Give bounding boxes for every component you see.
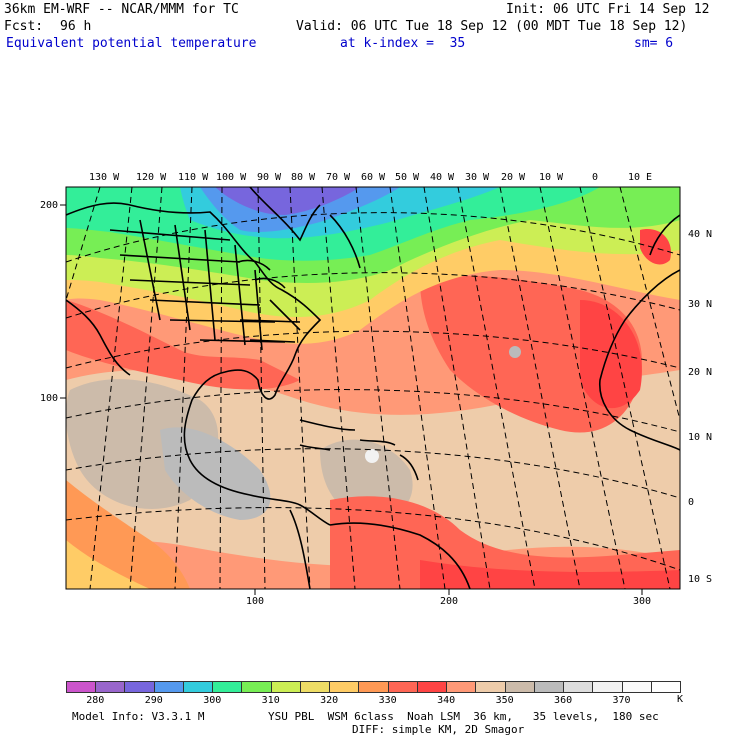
colorbar-swatch (416, 681, 448, 693)
colorbar-unit: K (677, 694, 684, 705)
lat-label: 20 N (688, 367, 713, 378)
lon-label: 110 W (178, 172, 209, 183)
physics-info: YSU PBL WSM 6class Noah LSM 36 km, 35 le… (268, 710, 659, 723)
colorbar-tick-label: 300 (203, 695, 222, 706)
map-frame (65, 186, 681, 590)
colorbar-tick-label: 350 (495, 695, 514, 706)
lon-label: 50 W (395, 172, 420, 183)
lon-label: 120 W (136, 172, 167, 183)
lon-label: 100 W (216, 172, 247, 183)
lon-label: 40 W (430, 172, 455, 183)
forecast-label: Fcst: (4, 19, 44, 34)
grid-y-label: 200 (40, 200, 59, 211)
colorbar-swatch (212, 681, 243, 693)
grid-y-label: 100 (40, 393, 59, 404)
colorbar-tick-label: 280 (86, 695, 105, 706)
lon-label: 60 W (361, 172, 386, 183)
colorbar-swatch (475, 681, 506, 693)
model-info: Model Info: V3.3.1 M (72, 710, 205, 723)
colorbar-swatch (621, 681, 652, 693)
lon-label: 90 W (257, 172, 282, 183)
lon-label: 20 W (501, 172, 526, 183)
lon-label: 70 W (326, 172, 351, 183)
colorbar-tick-label: 330 (378, 695, 397, 706)
graticule (66, 187, 680, 589)
colorbar-swatch (387, 681, 418, 693)
lat-label: 0 (688, 497, 695, 508)
lon-label: 10 W (539, 172, 564, 183)
colorbar-swatch (95, 681, 126, 693)
forecast-hour: 96 h (60, 19, 92, 34)
lon-label: 0 (592, 172, 599, 183)
grid-x-label: 100 (246, 596, 265, 607)
colorbar-swatch (182, 681, 214, 693)
lon-label: 10 E (628, 172, 653, 183)
field-name: Equivalent potential temperature (6, 36, 257, 51)
lon-label: 130 W (89, 172, 120, 183)
lat-label: 10 N (688, 432, 713, 443)
colorbar-swatch (299, 681, 331, 693)
level-info: at k-index = 35 (340, 36, 466, 51)
colorbar-tick-label: 320 (320, 695, 339, 706)
colorbar-swatch (66, 681, 97, 693)
diffusion-info: DIFF: simple KM, 2D Smagor (352, 723, 525, 736)
colorbar-swatch (650, 681, 681, 693)
lat-label: 40 N (688, 229, 713, 240)
colorbar-swatch (241, 681, 272, 693)
colorbar-swatch (358, 681, 389, 693)
colorbar-swatch (592, 681, 623, 693)
grid-x-label: 200 (440, 596, 459, 607)
lat-label: 30 N (688, 299, 713, 310)
colorbar-tick-label: 290 (144, 695, 163, 706)
colorbar-tick-label: 310 (261, 695, 280, 706)
model-title: 36km EM-WRF -- NCAR/MMM for TC (4, 2, 239, 17)
lat-label: 10 S (688, 574, 713, 585)
colorbar-swatch (124, 681, 155, 693)
colorbar-swatch (153, 681, 184, 693)
colorbar-swatch (329, 681, 360, 693)
init-time: Init: 06 UTC Fri 14 Sep 12 (506, 2, 710, 17)
axis-ticks (60, 204, 643, 595)
smoothing-info: sm= 6 (634, 36, 674, 51)
grid-x-label: 300 (633, 596, 652, 607)
colorbar-swatch (446, 681, 477, 693)
colorbar-swatch (563, 681, 594, 693)
theta-e-field (66, 187, 680, 589)
colorbar-tick-label: 360 (554, 695, 573, 706)
lon-label: 30 W (465, 172, 490, 183)
colorbar-swatch (270, 681, 301, 693)
colorbar-swatch (504, 681, 535, 693)
colorbar-swatch (533, 681, 565, 693)
lon-label: 80 W (291, 172, 316, 183)
colorbar-tick-label: 340 (437, 695, 456, 706)
valid-time: Valid: 06 UTC Tue 18 Sep 12 (00 MDT Tue … (296, 19, 688, 34)
colorbar-tick-label: 370 (612, 695, 631, 706)
